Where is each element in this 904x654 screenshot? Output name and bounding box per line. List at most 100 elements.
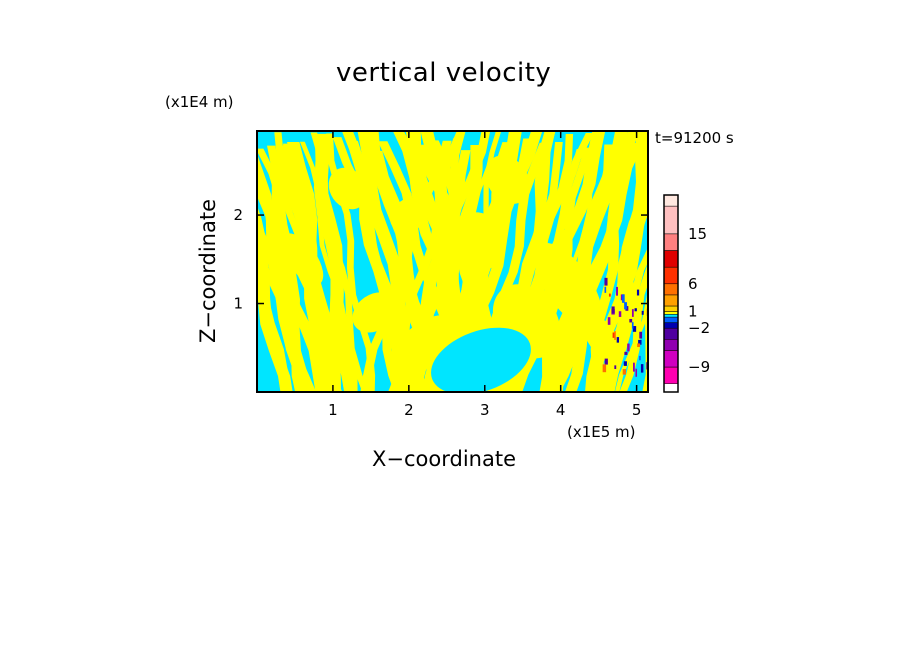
updraft-band — [299, 141, 358, 392]
plot-frame — [256, 130, 649, 393]
strong-velocity-cell — [616, 286, 618, 296]
updraft-band — [642, 303, 648, 392]
strong-velocity-cell — [636, 289, 640, 296]
strong-velocity-cell — [632, 326, 637, 332]
strong-velocity-cell — [639, 331, 643, 339]
updraft-band — [388, 131, 466, 392]
z-axis-unit: (x1E4 m) — [165, 93, 234, 111]
colorbar-swatch — [663, 250, 679, 268]
time-stamp: t=91200 s — [655, 129, 734, 147]
colorbar-swatch — [663, 205, 679, 235]
downdraft-blob — [431, 327, 531, 392]
strong-velocity-cell — [635, 368, 638, 377]
colorbar-swatch — [663, 314, 679, 318]
colorbar-swatch — [663, 194, 679, 207]
strong-velocity-cell — [633, 362, 635, 372]
colorbar-swatch — [663, 350, 679, 368]
updraft-blob — [328, 167, 368, 210]
colorbar-tick-label: 1 — [688, 303, 698, 321]
x-axis-unit: (x1E5 m) — [567, 423, 636, 441]
strong-velocity-cell — [639, 355, 641, 361]
strong-velocity-cell — [622, 368, 627, 375]
updraft-blob — [581, 313, 624, 365]
y-axis-label: Z−coordinate — [196, 199, 220, 343]
z-tick-label: 2 — [233, 206, 243, 224]
colorbar-tick-label: −9 — [688, 358, 710, 376]
colorbar-swatch — [663, 311, 679, 315]
colorbar-tick-label: 6 — [688, 275, 698, 293]
colorbar-swatch — [663, 316, 679, 323]
z-axis-ticks: 12 — [233, 206, 648, 313]
strong-velocity-cell — [604, 358, 608, 365]
strong-velocity-cell — [637, 343, 641, 348]
colorbar-swatch — [663, 327, 679, 340]
updraft-blob — [485, 155, 530, 204]
colorbar: 15 6 1−2 −9 — [663, 194, 710, 393]
x-tick-label: 1 — [328, 401, 338, 419]
strong-velocity-cell — [604, 286, 607, 293]
updraft-band — [423, 145, 483, 392]
strong-velocity-cell — [627, 343, 630, 352]
strong-velocity-cell — [616, 337, 620, 343]
x-axis-ticks: 1 2 3 4 5 — [328, 131, 641, 419]
colorbar-swatch — [663, 305, 679, 312]
x-tick-label: 5 — [632, 401, 642, 419]
updraft-band — [267, 145, 314, 392]
updraft-blob — [281, 233, 324, 286]
strong-velocity-cell — [618, 311, 622, 317]
z-tick-label: 1 — [233, 295, 243, 313]
strong-velocity-cell — [608, 293, 611, 297]
updraft-blob — [534, 242, 603, 329]
x-tick-label: 3 — [480, 401, 490, 419]
updraft-band — [357, 131, 429, 392]
x-tick-label: 2 — [404, 401, 414, 419]
updraft-band — [321, 141, 358, 392]
colorbar-swatch — [663, 339, 679, 351]
colorbar-swatch — [663, 366, 679, 384]
colorbar-frame — [663, 194, 679, 393]
updraft-blob — [448, 212, 506, 271]
updraft-band — [614, 286, 648, 392]
colorbar-tick-label: 15 — [688, 225, 707, 243]
updraft-band — [360, 140, 452, 392]
strong-velocity-cell — [624, 302, 627, 310]
colorbar-tick-label: −2 — [688, 319, 710, 337]
colorbar-swatch — [663, 322, 679, 329]
strong-velocity-cell — [604, 277, 608, 286]
updraft-band — [598, 247, 648, 392]
strong-velocity-cell — [624, 351, 628, 355]
updraft-band — [257, 205, 289, 392]
velocity-field — [257, 131, 648, 392]
strong-velocity-cell — [607, 317, 611, 325]
updraft-band — [392, 150, 471, 392]
chart-title: vertical velocity — [336, 58, 552, 88]
colorbar-swatch — [663, 294, 679, 307]
strong-velocity-cell — [641, 310, 644, 315]
velocity-bands — [257, 131, 648, 392]
updraft-blob — [390, 197, 428, 233]
strong-velocity-cell — [634, 308, 637, 312]
updraft-band — [540, 131, 629, 392]
x-axis-label: X−coordinate — [372, 447, 516, 471]
strong-velocity-cell — [631, 309, 634, 317]
colorbar-swatch — [663, 266, 679, 285]
strong-velocity-cells — [602, 277, 648, 377]
strong-velocity-cell — [623, 361, 627, 366]
strong-velocity-cell — [622, 294, 625, 303]
strong-velocity-cell — [631, 322, 634, 329]
strong-velocity-cell — [614, 331, 616, 340]
strong-velocity-cell — [614, 365, 617, 369]
strong-velocity-cell — [629, 318, 633, 323]
updraft-blob — [352, 292, 397, 333]
strong-velocity-cell — [602, 364, 607, 373]
strong-velocity-cell — [612, 332, 615, 338]
x-tick-label: 4 — [556, 401, 566, 419]
strong-velocity-cell — [611, 306, 615, 314]
colorbar-swatch — [663, 233, 679, 251]
strong-velocity-cell — [638, 339, 642, 345]
strong-velocity-cell — [640, 364, 644, 373]
updraft-band — [490, 142, 563, 392]
colorbar-swatch — [663, 283, 679, 296]
updraft-band — [548, 142, 644, 392]
